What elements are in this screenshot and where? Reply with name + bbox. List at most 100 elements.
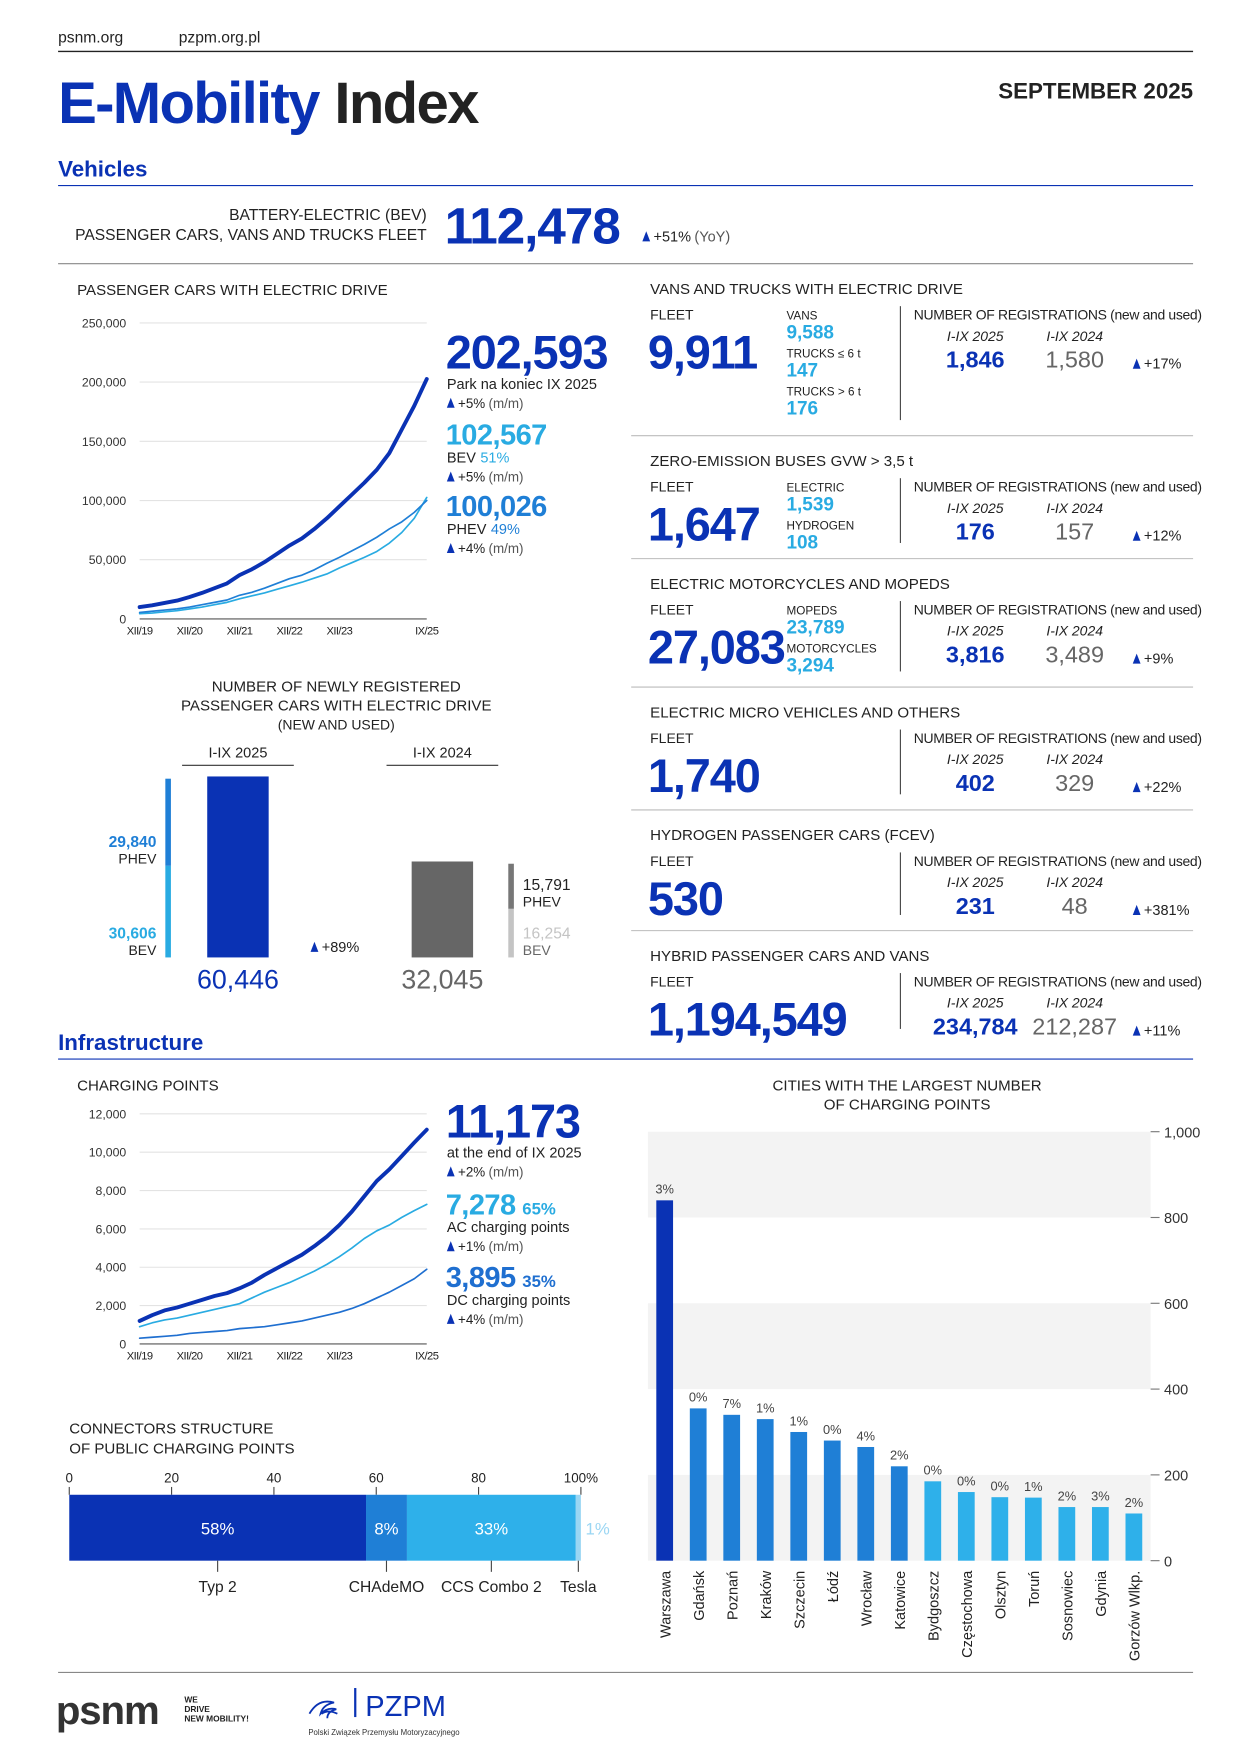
registrations-value: 402 — [956, 770, 995, 796]
bar — [756, 1419, 774, 1561]
change: +5% — [458, 396, 485, 411]
y-tick-label: 150,000 — [82, 435, 127, 449]
logo-pzpm: PZPM — [365, 1691, 446, 1723]
line-series — [137, 377, 429, 610]
segment-name: BEV — [128, 942, 157, 958]
series-share: 35% — [522, 1272, 556, 1291]
year-label: I-IX 2025 — [947, 500, 1004, 516]
bar — [890, 1466, 908, 1561]
header-link: psnm.org — [58, 30, 123, 47]
panel-title: HYDROGEN PASSENGER CARS (FCEV) — [650, 827, 935, 844]
series-share: 51% — [480, 451, 509, 467]
x-tick-label: 0 — [66, 1470, 73, 1485]
year-label: I-IX 2024 — [1046, 874, 1103, 890]
registrations-value: 212,287 — [1032, 1014, 1117, 1040]
fleet-label: FLEET — [650, 730, 694, 746]
x-tick-label: XII/22 — [277, 626, 303, 638]
change-arrow — [446, 397, 455, 408]
fleet-label: FLEET — [650, 307, 694, 323]
bar — [689, 1408, 707, 1561]
part-value: 9,588 — [786, 323, 834, 344]
panel-title-note: GVW > 3,5 t — [831, 453, 914, 470]
line-series — [138, 496, 428, 615]
bar-label: 0% — [924, 1463, 943, 1478]
x-tick-label: Kraków — [759, 1570, 775, 1619]
y-tick-label: 200 — [1164, 1468, 1188, 1484]
series-share: 65% — [522, 1199, 556, 1218]
chart-title: NUMBER OF NEWLY REGISTERED — [212, 679, 461, 696]
change: +4% — [458, 541, 485, 556]
y-tick-label: 0 — [1164, 1554, 1172, 1570]
x-tick-label: XII/21 — [227, 1351, 253, 1363]
legend-label: at the end of IX 2025 — [447, 1145, 582, 1161]
x-tick-label: XII/21 — [227, 626, 253, 638]
bar-label: 2% — [890, 1448, 909, 1463]
bar — [924, 1481, 942, 1561]
change-arrow — [642, 231, 651, 242]
registrations-label: NUMBER OF REGISTRATIONS (new and used) — [914, 479, 1202, 495]
y-tick-label: 400 — [1164, 1383, 1188, 1399]
line-series — [137, 1127, 429, 1323]
category-label: CHAdeMO — [349, 1579, 425, 1596]
chart-title: PASSENGER CARS WITH ELECTRIC DRIVE — [77, 282, 388, 299]
fleet-value: 530 — [648, 873, 723, 925]
change-arrow — [1132, 653, 1141, 664]
bar-label: 3% — [655, 1182, 674, 1197]
y-tick-label: 200,000 — [82, 376, 127, 390]
registrations-value: 234,784 — [933, 1014, 1018, 1040]
header-link: pzpm.org.pl — [179, 30, 261, 47]
series-total: 102,567 — [446, 420, 547, 452]
year-label: I-IX 2024 — [1046, 995, 1103, 1011]
bar-total: 60,446 — [197, 965, 279, 995]
part-value: 108 — [786, 533, 818, 554]
y-tick-label: 50,000 — [89, 553, 127, 567]
bar — [957, 1492, 975, 1561]
bar-label: 1% — [756, 1400, 775, 1415]
registrations-label: NUMBER OF REGISTRATIONS (new and used) — [914, 853, 1202, 869]
bar — [723, 1414, 741, 1561]
grid-band — [647, 1303, 1151, 1390]
x-tick-label: XII/19 — [127, 626, 153, 638]
part-label: MOPEDS — [786, 604, 837, 617]
x-tick-label: XII/23 — [326, 626, 352, 638]
x-tick-label: Szczecin — [792, 1571, 808, 1629]
line-series — [138, 1203, 428, 1328]
change: +17% — [1144, 357, 1182, 373]
panel-title: ELECTRIC MOTORCYCLES AND MOPEDS — [650, 576, 950, 593]
logo-tagline: NEW MOBILITY! — [184, 1714, 249, 1724]
bar-total: 32,045 — [401, 965, 483, 995]
x-tick-label: Wrocław — [859, 1570, 875, 1626]
x-tick-label: Częstochowa — [960, 1570, 976, 1658]
year-label: I-IX 2024 — [1046, 623, 1103, 639]
bar-label: 1% — [1024, 1479, 1043, 1494]
change-arrow — [1132, 782, 1141, 793]
y-tick-label: 600 — [1164, 1297, 1188, 1313]
bar — [656, 1200, 674, 1561]
change: +5% — [458, 470, 485, 485]
x-tick-label: Warszawa — [658, 1570, 674, 1638]
y-tick-label: 100,000 — [82, 494, 127, 508]
change-period: (m/m) — [489, 1164, 524, 1179]
fleet-label: FLEET — [650, 601, 694, 617]
bar-label: 1% — [789, 1413, 808, 1428]
part-value: 176 — [786, 399, 818, 420]
x-tick-label: Toruń — [1027, 1571, 1043, 1607]
segment-label: 33% — [475, 1519, 509, 1538]
change: +89% — [322, 940, 360, 956]
year-label: I-IX 2024 — [1046, 328, 1103, 344]
change-arrow — [446, 471, 455, 482]
change-period: (m/m) — [489, 396, 524, 411]
x-tick-label: 80 — [471, 1470, 486, 1485]
change-period: (m/m) — [489, 1312, 524, 1327]
change: +381% — [1144, 903, 1190, 919]
change-period: (m/m) — [489, 541, 524, 556]
registrations-label: NUMBER OF REGISTRATIONS (new and used) — [914, 730, 1202, 746]
bar — [857, 1446, 875, 1561]
change-arrow — [1132, 904, 1141, 915]
chart-title: CONNECTORS STRUCTURE — [69, 1420, 273, 1437]
registrations-value: 176 — [956, 519, 995, 545]
legend-label: PHEV — [447, 522, 487, 538]
bar — [411, 861, 474, 958]
part-value: 3,294 — [786, 655, 834, 676]
